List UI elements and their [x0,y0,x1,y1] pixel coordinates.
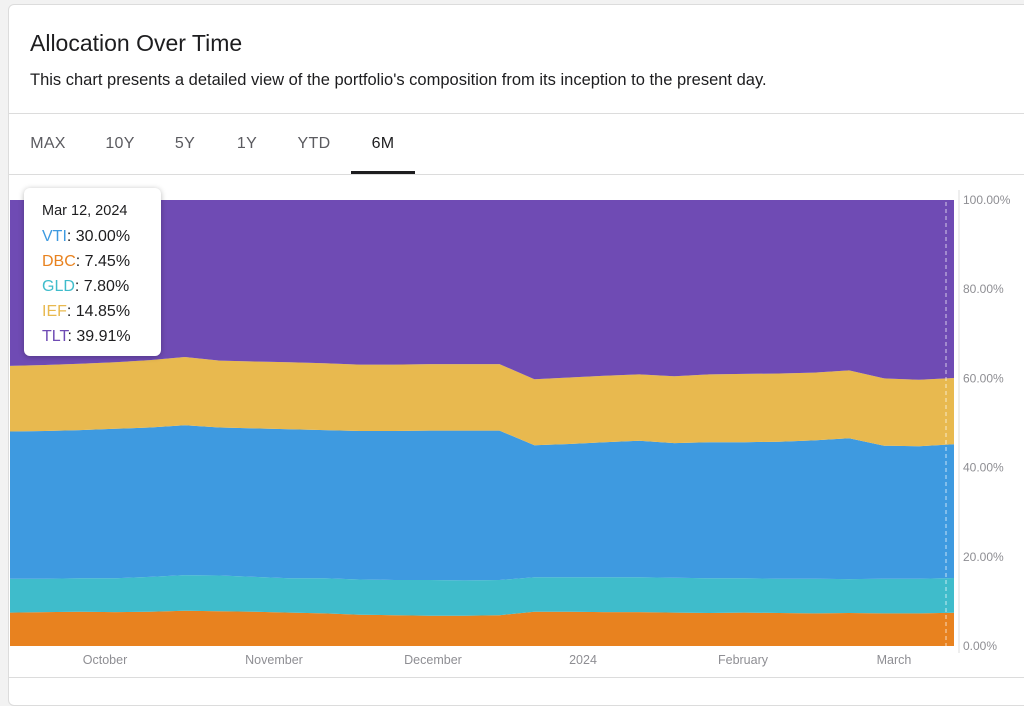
tooltip-value-ief: 14.85% [75,303,131,320]
tooltip-ticker-ief: IEF [42,303,67,320]
tooltip-date: Mar 12, 2024 [42,203,128,219]
tooltip-value-tlt: 39.91% [76,328,131,345]
timeframe-tabs: MAX 10Y 5Y 1Y YTD 6M [9,114,1024,174]
tooltip-row-dbc: DBC: 7.45% [42,253,131,270]
x-tick-label: December [404,653,462,667]
tab-max[interactable]: MAX [30,135,66,152]
tab-6m[interactable]: 6M [371,135,395,152]
tooltip-row-gld: GLD: 7.80% [42,278,130,295]
tooltip-row-vti: VTI: 30.00% [42,228,131,245]
tabs-divider [9,174,1024,175]
header-divider [9,113,1024,114]
tooltip-value-vti: 30.00% [75,228,131,245]
page-subtitle: This chart presents a detailed view of t… [30,71,767,89]
y-tick-label: 0.00% [963,639,997,653]
y-tick-label: 80.00% [963,282,1004,296]
x-tick-label: 2024 [569,653,597,667]
tooltip-row-ief: IEF: 14.85% [42,303,131,320]
y-tick-label: 20.00% [963,550,1004,564]
card-bottom-divider [9,677,1024,678]
tab-5y[interactable]: 5Y [174,135,196,152]
x-tick-label: February [718,653,769,667]
tooltip-value-dbc: 7.45% [84,253,131,270]
tooltip-ticker-vti: VTI [42,228,67,245]
allocation-card: Allocation Over Time This chart presents… [8,4,1024,706]
allocation-area-chart[interactable]: 0.00% 20.00% 40.00% 60.00% 80.00% 100.00% Octo… [9,175,1024,677]
area-series-tlt[interactable] [10,200,954,380]
page-title: Allocation Over Time [30,30,243,56]
area-series-gld[interactable] [10,575,954,616]
tab-ytd[interactable]: YTD [297,135,331,152]
x-tick-label: November [245,653,303,667]
tooltip-ticker-tlt: TLT [42,328,68,345]
area-series-vti[interactable] [10,425,954,581]
y-tick-label: 100.00% [963,193,1011,207]
tab-10y[interactable]: 10Y [105,135,135,152]
x-tick-label: October [83,653,127,667]
y-tick-label: 60.00% [963,371,1004,385]
area-series-dbc[interactable] [10,610,954,646]
x-tick-label: March [877,653,912,667]
tooltip-row-tlt: TLT: 39.91% [42,328,131,345]
y-tick-label: 40.00% [963,461,1004,475]
tooltip-value-gld: 7.80% [83,278,130,295]
tooltip-ticker-dbc: DBC [42,253,76,270]
tab-1y[interactable]: 1Y [236,135,258,152]
chart-tooltip: Mar 12, 2024 VTI: 30.00% DBC: 7.45% GLD:… [24,188,161,356]
tooltip-ticker-gld: GLD [42,278,75,295]
area-series-ief[interactable] [10,357,954,447]
active-tab-indicator [351,171,415,174]
